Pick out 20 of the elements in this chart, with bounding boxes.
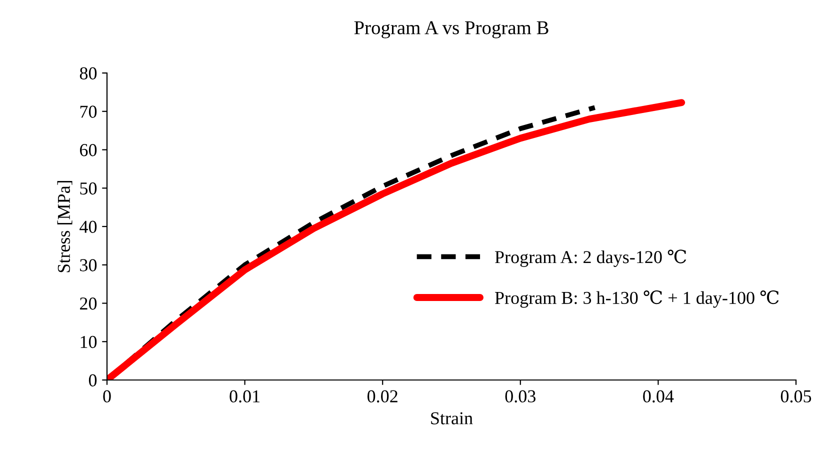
x-tick-label: 0.03 <box>505 390 536 403</box>
x-tick-label: 0.01 <box>230 390 260 403</box>
x-tick-label: 0 <box>103 390 111 402</box>
y-tick-label: 50 <box>80 182 97 195</box>
y-tick-label: 20 <box>80 298 97 310</box>
y-tick-label: 10 <box>80 336 97 348</box>
y-tick-label: 30 <box>80 259 97 272</box>
legend-label: Program B: 3 h-130 ℃ + 1 day-100 ℃ <box>495 290 779 308</box>
x-tick-label: 0.02 <box>367 390 398 403</box>
y-tick-label: 0 <box>88 374 97 386</box>
x-tick-label: 0.04 <box>643 390 674 403</box>
y-tick-label: 60 <box>80 144 97 156</box>
y-tick-label: 40 <box>80 220 97 233</box>
y-tick-label: 70 <box>80 106 97 118</box>
y-tick-label: 80 <box>80 67 97 80</box>
chart-title: Program A vs Program B <box>354 21 548 38</box>
y-axis-title: Stress [MPa] <box>57 180 72 272</box>
x-tick-label: 0.05 <box>780 390 812 403</box>
x-axis-title: Strain <box>431 412 473 424</box>
legend-label: Program A: 2 days-120 ℃ <box>495 250 686 267</box>
